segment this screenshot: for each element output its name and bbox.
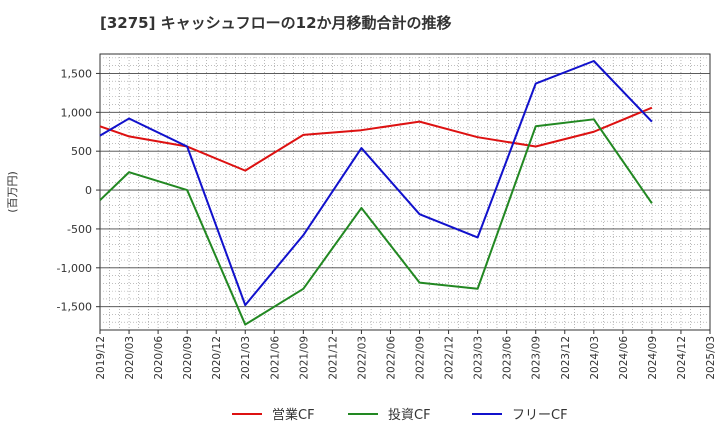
y-tick-label: 500	[71, 145, 92, 158]
y-tick-label: 0	[85, 184, 92, 197]
x-tick-label: 2022/03	[356, 336, 368, 380]
y-tick-label: 1,000	[61, 106, 93, 119]
x-tick-label: 2024/12	[676, 336, 688, 380]
x-tick-label: 2023/12	[560, 336, 572, 380]
x-tick-label: 2020/12	[211, 336, 223, 380]
y-axis-label: (百万円)	[6, 171, 19, 213]
x-tick-label: 2020/09	[182, 336, 194, 380]
x-tick-label: 2020/06	[153, 336, 165, 380]
x-tick-label: 2024/06	[618, 336, 630, 380]
x-tick-label: 2019/12	[95, 336, 107, 380]
x-tick-label: 2024/03	[589, 336, 601, 380]
x-tick-label: 2021/03	[240, 336, 252, 380]
series-line-3	[99, 59, 653, 307]
y-tick-label: -500	[67, 223, 92, 236]
y-axis: 1,500 1,000 500 0 -500 -1,000 -1,500	[57, 67, 100, 314]
x-tick-label: 2022/09	[415, 336, 427, 380]
y-tick-label: -1,000	[57, 262, 92, 275]
x-axis: 2019/12 2020/03 2020/06 2020/09 2020/12 2021/…	[95, 330, 717, 380]
x-tick-label: 2023/09	[531, 336, 543, 380]
x-tick-label: 2021/12	[327, 336, 339, 380]
x-tick-label: 2025/03	[705, 336, 717, 380]
chart-title: [3275] キャッシュフローの12か月移動合計の推移	[100, 14, 452, 32]
x-tick-label: 2023/06	[502, 336, 514, 380]
series	[99, 59, 653, 326]
series-line-2	[99, 118, 653, 326]
legend-label: フリーCF	[512, 408, 568, 423]
x-tick-label: 2022/06	[385, 336, 397, 380]
x-tick-label: 2022/12	[444, 336, 456, 380]
x-tick-label: 2024/09	[647, 336, 659, 380]
series-line-1	[99, 106, 653, 172]
legend: 営業CF 投資CF フリーCF	[232, 407, 568, 423]
y-tick-label: 1,500	[61, 67, 93, 80]
y-tick-label: -1,500	[57, 301, 92, 314]
x-tick-label: 2021/09	[298, 336, 310, 380]
x-tick-label: 2021/06	[269, 336, 281, 380]
plot-area	[99, 53, 711, 331]
legend-label: 営業CF	[272, 407, 315, 423]
legend-label: 投資CF	[388, 407, 431, 423]
x-tick-label: 2020/03	[124, 336, 136, 380]
x-tick-label: 2023/03	[473, 336, 485, 380]
